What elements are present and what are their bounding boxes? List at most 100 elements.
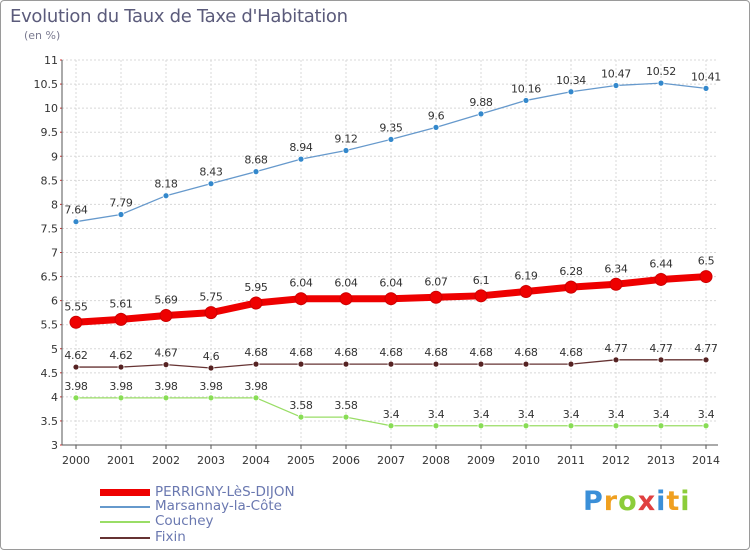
- logo-letter: P: [583, 486, 604, 517]
- x-tick-label: 2005: [287, 454, 315, 467]
- data-label: 6.5: [698, 255, 715, 268]
- legend-swatch: [100, 506, 150, 508]
- data-point: [207, 394, 215, 402]
- data-point: [567, 360, 575, 368]
- data-label: 4.77: [694, 342, 718, 355]
- data-point: [342, 360, 350, 368]
- y-tick-label: 5.5: [41, 319, 59, 332]
- data-point: [294, 292, 308, 306]
- data-label: 3.4: [698, 408, 715, 421]
- data-point: [429, 290, 443, 304]
- data-point: [612, 422, 620, 430]
- data-label: 4.68: [559, 346, 583, 359]
- series-3: 4.62 4.62 4.67 4.6 4.68 4.68 4.68 4.68 4.68 4.68 4…: [64, 342, 718, 372]
- data-point: [564, 280, 578, 294]
- data-point: [474, 289, 488, 303]
- y-tick-label: 5: [51, 343, 58, 356]
- data-label: 9.88: [469, 96, 493, 109]
- data-label: 3.4: [473, 408, 490, 421]
- data-point: [207, 364, 215, 372]
- x-tick-label: 2000: [62, 454, 90, 467]
- data-label: 4.68: [469, 346, 493, 359]
- y-tick-label: 3.5: [41, 415, 59, 428]
- logo-letter: o: [618, 486, 638, 517]
- data-point: [477, 110, 485, 118]
- data-label: 3.4: [428, 408, 445, 421]
- data-point: [657, 422, 665, 430]
- data-label: 3.4: [518, 408, 535, 421]
- chart-title: Evolution du Taux de Taxe d'Habitation: [10, 6, 348, 27]
- legend-swatch: [100, 521, 150, 523]
- data-label: 9.6: [428, 109, 445, 122]
- data-point: [159, 309, 173, 323]
- data-label: 9.12: [334, 132, 357, 145]
- axes: 3 3.5 4 4.5 5 5.5 6 6.5 7 7.5 8 8.5 9 9.5 10 10.5 11 2000…: [34, 54, 721, 467]
- legend-label: PERRIGNY-LèS-DIJON: [155, 484, 295, 500]
- data-label: 3.98: [64, 380, 88, 393]
- data-point: [342, 413, 350, 421]
- data-point: [72, 218, 80, 226]
- data-point: [117, 394, 125, 402]
- data-label: 3.4: [608, 408, 625, 421]
- data-label: 6.1: [473, 274, 490, 287]
- data-point: [657, 79, 665, 87]
- y-tick-label: 6: [51, 295, 58, 308]
- logo-letter: i: [656, 486, 667, 517]
- y-tick-label: 9.5: [41, 126, 59, 139]
- series-layer: 7.64 7.79 8.18 8.43 8.68 8.94 9.12 9.35 9.6 9.88 1…: [64, 65, 721, 430]
- data-point: [432, 123, 440, 131]
- data-label: 3.58: [289, 399, 313, 412]
- data-point: [699, 270, 713, 284]
- data-label: 7.79: [109, 196, 133, 209]
- data-point: [342, 147, 350, 154]
- legend-label: Marsannay-la-Côte: [155, 498, 282, 514]
- y-tick-label: 6.5: [41, 271, 59, 284]
- data-label: 3.4: [563, 408, 580, 421]
- data-label: 5.55: [64, 300, 88, 313]
- data-point: [432, 360, 440, 368]
- x-tick-label: 2011: [557, 454, 585, 467]
- data-point: [612, 82, 620, 89]
- x-tick-label: 2002: [152, 454, 180, 467]
- data-label: 10.16: [511, 82, 541, 95]
- data-label: 6.19: [514, 269, 538, 282]
- data-label: 6.34: [604, 262, 628, 275]
- data-point: [117, 211, 125, 218]
- y-tick-label: 3: [51, 439, 58, 452]
- data-point: [297, 360, 305, 368]
- data-label: 3.98: [244, 380, 268, 393]
- logo-letter: i: [680, 486, 691, 517]
- data-label: 6.04: [334, 277, 358, 290]
- data-point: [252, 360, 260, 368]
- data-point: [162, 361, 170, 369]
- data-label: 3.98: [109, 380, 133, 393]
- data-label: 3.58: [334, 399, 358, 412]
- data-label: 9.35: [379, 121, 403, 134]
- x-tick-label: 2009: [467, 454, 495, 467]
- data-point: [477, 360, 485, 368]
- data-point: [702, 422, 710, 430]
- data-point: [654, 272, 668, 286]
- data-label: 6.07: [424, 275, 448, 288]
- x-tick-label: 2004: [242, 454, 270, 467]
- data-label: 3.98: [154, 380, 178, 393]
- logo-letter: r: [603, 486, 619, 517]
- data-point: [249, 296, 263, 310]
- data-label: 6.04: [379, 277, 403, 290]
- data-label: 5.69: [154, 294, 178, 307]
- data-point: [522, 97, 530, 104]
- data-point: [297, 155, 305, 163]
- y-tick-label: 4.5: [41, 367, 59, 380]
- data-label: 4.62: [109, 349, 132, 362]
- data-label: 4.67: [154, 347, 178, 360]
- data-point: [522, 360, 530, 368]
- data-label: 10.47: [601, 68, 631, 81]
- data-label: 8.43: [199, 166, 223, 179]
- data-label: 5.75: [199, 291, 223, 304]
- data-point: [384, 292, 398, 306]
- y-tick-label: 7: [51, 247, 58, 260]
- data-point: [162, 192, 170, 200]
- legend-swatch: [100, 489, 150, 496]
- data-point: [204, 306, 218, 320]
- y-tick-label: 8.5: [41, 174, 59, 187]
